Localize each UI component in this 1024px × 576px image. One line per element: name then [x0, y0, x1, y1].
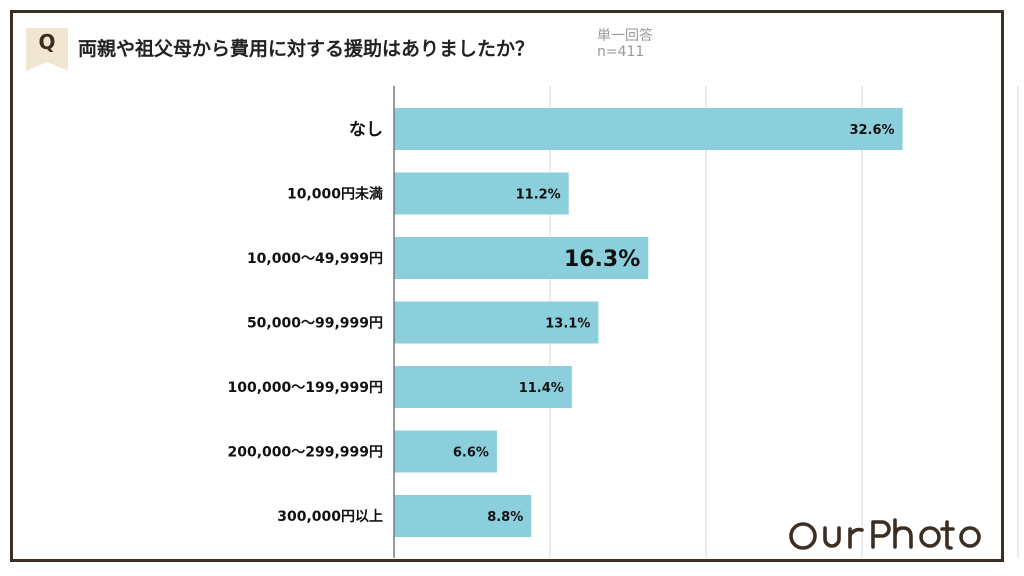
- value-label: 11.2%: [516, 188, 561, 203]
- question-badge-letter: Q: [38, 30, 56, 54]
- question-text: 両親や祖父母から費用に対する援助はありましたか？: [78, 38, 535, 60]
- category-label: なし: [349, 120, 383, 140]
- sample-size: n=411: [597, 44, 645, 60]
- bar: [394, 495, 532, 537]
- survey-meta: 単一回答 n=411: [597, 28, 653, 60]
- ourphoto-logo: [787, 515, 992, 559]
- bar: [394, 430, 497, 473]
- chart-frame: [10, 10, 1004, 562]
- bar: [394, 301, 599, 344]
- category-label: 10,000円未満: [287, 186, 383, 203]
- value-label: 6.6%: [453, 446, 489, 461]
- value-label: 32.6%: [849, 123, 894, 138]
- value-label: 13.1%: [545, 317, 590, 332]
- value-label: 16.3%: [564, 247, 640, 272]
- bar: [394, 108, 903, 150]
- bar: [394, 366, 572, 408]
- category-label: 200,000〜299,999円: [227, 445, 383, 461]
- category-label: 50,000〜99,999円: [247, 316, 383, 332]
- category-label: 100,000〜199,999円: [227, 380, 383, 396]
- bar: [394, 172, 569, 215]
- value-label: 11.4%: [519, 381, 564, 396]
- value-label: 8.8%: [487, 510, 523, 525]
- category-label: 10,000〜49,999円: [247, 251, 383, 267]
- question-badge: [26, 28, 68, 71]
- category-label: 300,000円以上: [277, 509, 383, 525]
- bar: [394, 237, 649, 279]
- answer-type: 単一回答: [597, 28, 653, 44]
